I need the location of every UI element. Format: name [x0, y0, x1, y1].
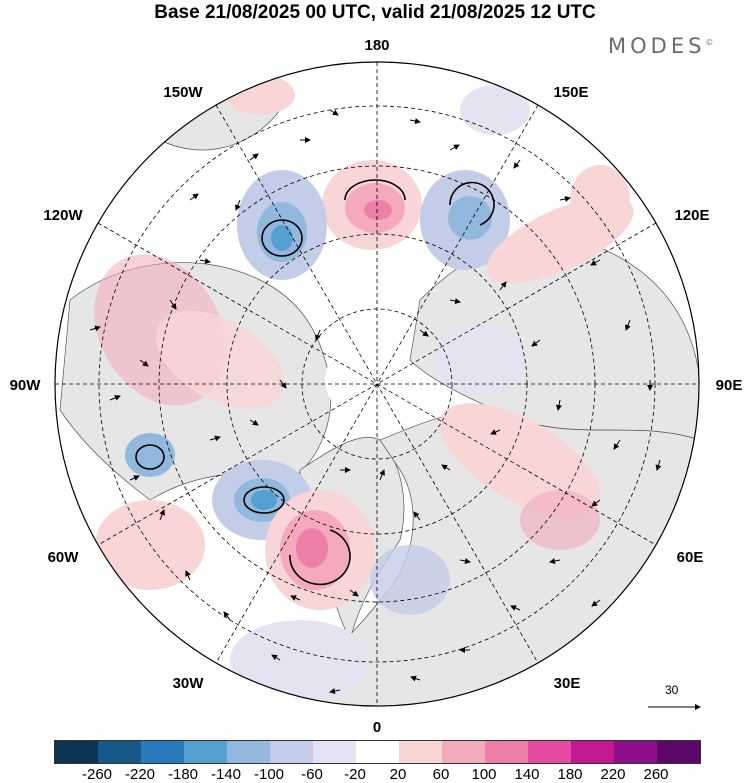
reference-vector-label: 30 [665, 683, 679, 697]
colorbar-swatch [98, 741, 141, 763]
colorbar-swatch [657, 741, 700, 763]
colorbar-swatch [485, 741, 528, 763]
colorbar-swatch [55, 741, 98, 763]
colorbar-swatch [313, 741, 356, 763]
colorbar-tick-label: 220 [600, 766, 626, 783]
colorbar-tick-label: 180 [557, 766, 583, 783]
colorbar-tick-label: -100 [253, 766, 285, 783]
lon-label-60w: 60W [48, 549, 80, 566]
colorbar-swatch [442, 741, 485, 763]
lon-label-150w: 150W [163, 84, 203, 101]
lon-label-90w: 90W [10, 377, 42, 394]
colorbar-swatch [141, 741, 184, 763]
colorbar-swatch [571, 741, 614, 763]
lon-label-60e: 60E [677, 549, 704, 566]
colorbar-tick-label: -180 [167, 766, 199, 783]
lon-label-30w: 30W [173, 675, 205, 692]
lon-label-120e: 120E [674, 207, 709, 224]
colorbar-tick-label: -260 [81, 766, 113, 783]
lon-label-150e: 150E [553, 84, 588, 101]
colorbar-swatch [528, 741, 571, 763]
colorbar-tick-label: 100 [471, 766, 497, 783]
colorbar-tick-label: 260 [643, 766, 669, 783]
colorbar-tick-label: -140 [210, 766, 242, 783]
lon-label-180: 180 [364, 37, 389, 54]
colorbar-swatch [356, 741, 399, 763]
lon-label-0: 0 [373, 719, 381, 736]
lon-label-90e: 90E [716, 377, 743, 394]
colorbar-tick-label: 140 [514, 766, 540, 783]
colorbar [54, 740, 701, 764]
colorbar-swatch [614, 741, 657, 763]
colorbar-swatch [399, 741, 442, 763]
modes-logo: MODES© [608, 34, 714, 58]
colorbar-tick-label: -220 [124, 766, 156, 783]
colorbar-swatch [227, 741, 270, 763]
colorbar-tick-label: 20 [389, 766, 407, 783]
colorbar-tick-label: 60 [432, 766, 450, 783]
map-boundary [54, 61, 700, 707]
colorbar-tick-label: -60 [301, 766, 323, 783]
map-title: Base 21/08/2025 00 UTC, valid 21/08/2025… [154, 2, 596, 23]
colorbar-swatch [270, 741, 313, 763]
colorbar-swatch [184, 741, 227, 763]
circulation-contours [135, 179, 495, 586]
wind-vectors [89, 109, 662, 694]
lon-label-120w: 120W [43, 207, 83, 224]
lon-label-30e: 30E [554, 675, 581, 692]
graticule [55, 62, 699, 706]
colorbar-tick-label: -20 [344, 766, 366, 783]
